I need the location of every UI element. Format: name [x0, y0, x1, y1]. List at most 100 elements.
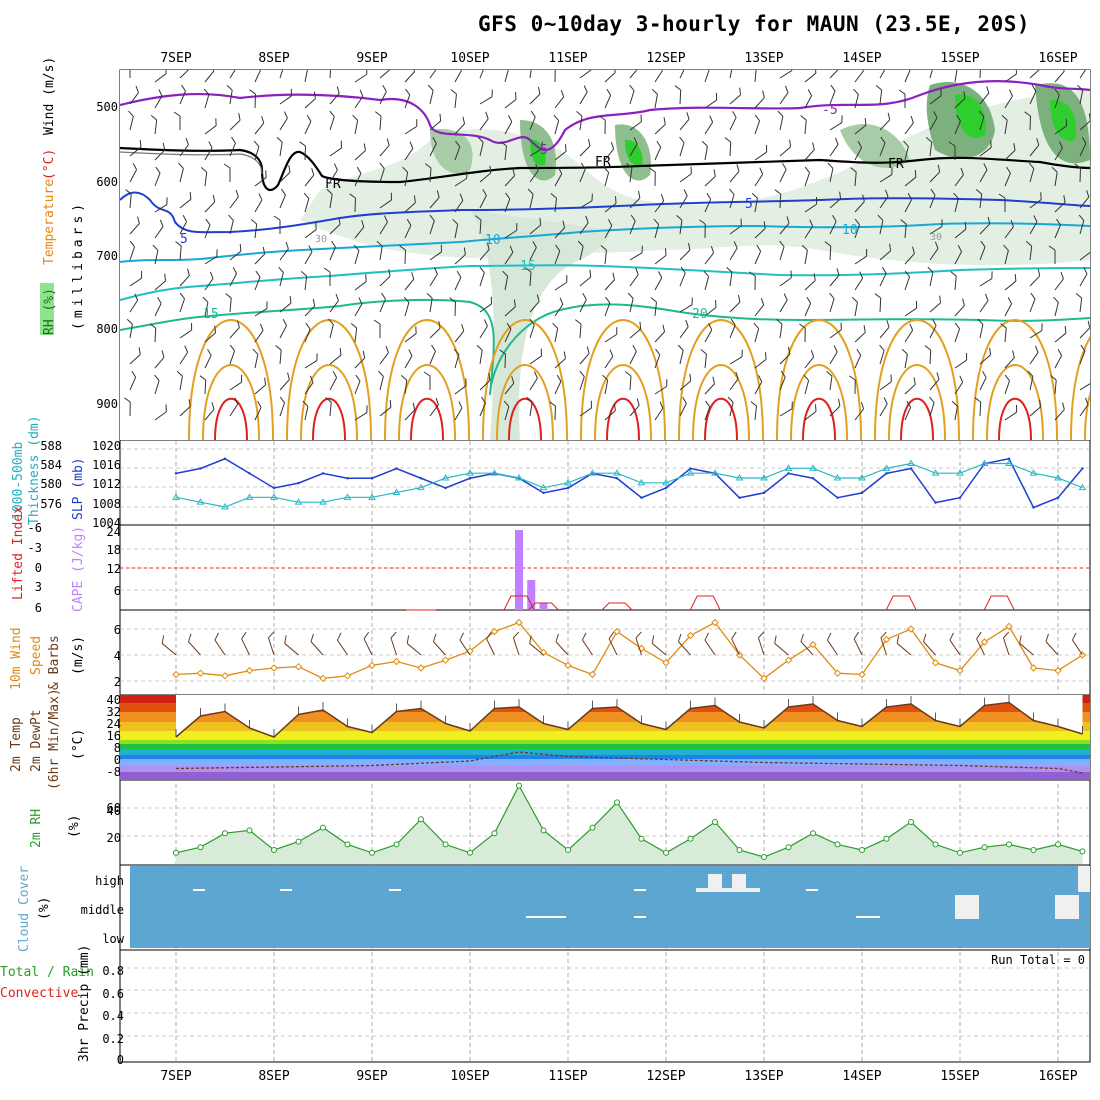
barb-flag [541, 141, 543, 149]
wind-barb [700, 349, 707, 369]
barb-flag [378, 370, 384, 377]
barb-shaft [254, 253, 266, 265]
barb-flag [724, 137, 732, 143]
barb-shaft [754, 120, 761, 135]
barb-shaft [1002, 637, 1010, 656]
wind-barb [826, 370, 833, 391]
barb-flag [202, 296, 209, 303]
barb-flag [482, 188, 487, 196]
wind-barb [854, 117, 867, 135]
wind-barb [179, 292, 186, 313]
thickness-point [319, 498, 327, 505]
barb-shaft [754, 304, 765, 317]
barb-flag [864, 117, 867, 126]
wind-barb [979, 70, 981, 79]
barb-shaft [529, 170, 539, 183]
rh-point [1006, 841, 1012, 848]
wind-barb [350, 323, 358, 343]
barb-flag [837, 398, 841, 407]
barb-shaft [929, 325, 937, 339]
wind-barb [429, 397, 439, 417]
barb-shaft [454, 177, 468, 187]
barb-flag [682, 396, 687, 404]
barb-flag [700, 349, 707, 355]
wind-barb-10m [976, 631, 985, 656]
wind-barb-10m [486, 631, 495, 656]
wind-barb [529, 348, 542, 365]
barb-flag [653, 218, 659, 225]
barb-flag [1006, 166, 1011, 174]
barb-flag [209, 271, 214, 279]
wind-barb [479, 319, 488, 339]
thickness-point [270, 493, 278, 500]
barb-flag [239, 243, 242, 252]
wind-barb [279, 70, 285, 79]
diurnal-contour [888, 364, 946, 440]
barb-flag [726, 266, 733, 273]
wind-barb [404, 272, 415, 291]
barb-flag [311, 168, 315, 176]
barb-shaft [179, 70, 191, 79]
barb-flag [930, 188, 936, 196]
rh-point [442, 841, 449, 848]
barb-flag [164, 273, 167, 281]
barb-flag [125, 189, 132, 195]
slp-point [836, 496, 839, 499]
barb-flag [853, 88, 859, 95]
barb-flag [766, 144, 768, 153]
thickness-point [245, 493, 254, 500]
barb-shaft [854, 255, 867, 265]
barb-flag [983, 163, 988, 171]
barb-flag [214, 632, 219, 641]
axis-ticks: 500 600 700 800 900 588 584 580 576 1020… [28, 100, 1085, 1067]
wind-barb [304, 70, 309, 83]
wind-barb [951, 400, 958, 421]
barb-shaft [129, 354, 141, 365]
barb-flag [636, 398, 640, 406]
barb-shaft [754, 381, 763, 395]
wind-barb [1024, 111, 1031, 131]
barb-flag [884, 189, 889, 197]
barb-shaft [504, 406, 510, 421]
barb-flag [290, 88, 292, 96]
barb-flag [458, 401, 463, 409]
wind-barb [674, 85, 682, 105]
barb-shaft [904, 146, 909, 161]
barb-flag [216, 249, 218, 257]
cape-tick-18: 18 [107, 543, 121, 557]
label-2m-rh: 2m RH [29, 809, 44, 848]
wind-barb [125, 189, 132, 209]
wind-barb [954, 322, 961, 343]
slp-point [909, 467, 913, 470]
barb-flag [801, 244, 808, 251]
wind-barb [154, 296, 162, 317]
barb-flag [129, 240, 135, 248]
barb-flag [866, 248, 868, 257]
barb-flag [951, 400, 958, 407]
wind-barb-10m [896, 635, 912, 656]
wind-barb [576, 110, 583, 131]
barb-flag [283, 111, 288, 119]
barb-flag [536, 294, 540, 302]
barb-shaft [654, 147, 662, 161]
barb-flag [488, 373, 491, 381]
slp-point [664, 486, 668, 490]
wind-barb [776, 318, 783, 339]
wind-barb [779, 70, 793, 79]
barb-flag [549, 401, 556, 407]
barb-shaft [529, 116, 536, 131]
barb-shaft [829, 70, 841, 79]
barb-flag [405, 88, 411, 96]
wind-barb [529, 294, 540, 313]
wind-barb [379, 192, 392, 209]
barb-flag [737, 294, 741, 303]
barb-shaft [379, 145, 390, 157]
barb-shaft [579, 376, 585, 391]
wind-barb [753, 322, 760, 343]
barb-shaft [879, 297, 882, 313]
barb-flag [424, 163, 432, 169]
wind-barb [529, 163, 539, 183]
barb-flag [727, 59, 734, 64]
wind-barb [801, 244, 808, 265]
wind-barb [379, 84, 387, 105]
